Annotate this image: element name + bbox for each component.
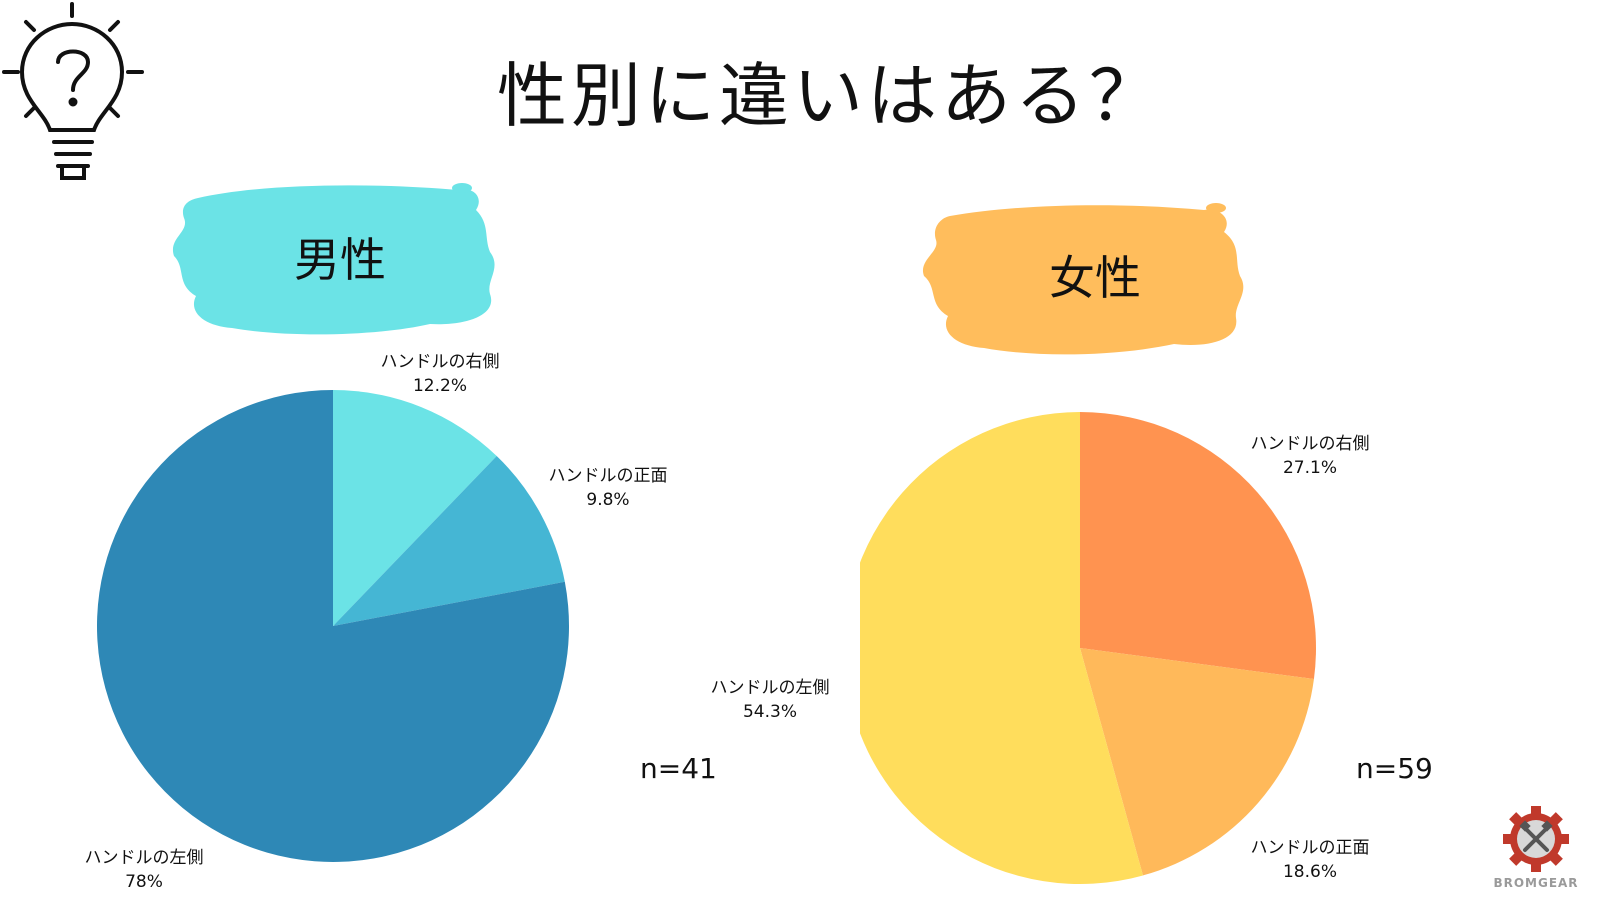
slice-label-text: ハンドルの右側 bbox=[380, 352, 500, 372]
gear-pistons-icon bbox=[1503, 806, 1569, 872]
male-slice-label-left: ハンドルの左側 78% bbox=[85, 846, 204, 894]
slice-label-text: ハンドルの右側 bbox=[1250, 434, 1370, 454]
slice-label-text: ハンドルの正面 bbox=[548, 466, 668, 486]
pie-slice-0 bbox=[333, 390, 497, 626]
page-title: 性別に違いはある？ bbox=[497, 55, 1163, 137]
lightbulb-question-icon bbox=[2, 2, 144, 180]
male-slice-label-front: ハンドルの正面 9.8% bbox=[549, 464, 668, 512]
brush-shape bbox=[922, 205, 1244, 355]
female-slice-label-right: ハンドルの右側 27.1% bbox=[1251, 432, 1370, 480]
slice-label-value: 18.6% bbox=[1282, 862, 1337, 882]
female-group-label: 女性 bbox=[1049, 251, 1141, 305]
brush-dot bbox=[452, 183, 472, 193]
slice-label-value: 54.3% bbox=[742, 702, 797, 722]
pie-slice-2 bbox=[860, 412, 1143, 884]
male-label-brush bbox=[172, 183, 495, 335]
male-slice-label-right: ハンドルの右側 12.2% bbox=[381, 350, 500, 398]
female-slice-label-left: ハンドルの左側 54.3% bbox=[711, 676, 830, 724]
male-group-label: 男性 bbox=[294, 233, 386, 287]
female-label-brush bbox=[922, 203, 1244, 355]
female-pie-chart bbox=[860, 412, 1316, 884]
slice-label-text: ハンドルの左側 bbox=[84, 848, 204, 868]
slice-label-text: ハンドルの左側 bbox=[710, 678, 830, 698]
brush-dot bbox=[1206, 203, 1226, 213]
male-sample-size: n=41 bbox=[640, 752, 717, 785]
brand-logo: BROMGEAR bbox=[1486, 806, 1586, 890]
slice-label-value: 9.8% bbox=[586, 490, 630, 510]
slice-label-value: 78% bbox=[125, 872, 163, 892]
pie-slice-2 bbox=[96, 390, 570, 862]
pie-slice-1 bbox=[333, 456, 565, 626]
slice-label-value: 27.1% bbox=[1282, 458, 1337, 478]
female-sample-size: n=59 bbox=[1356, 752, 1433, 785]
brush-shape bbox=[172, 185, 495, 335]
slice-label-text: ハンドルの正面 bbox=[1250, 838, 1370, 858]
pie-slice-1 bbox=[1080, 648, 1314, 876]
slice-label-value: 12.2% bbox=[412, 376, 467, 396]
pie-slice-0 bbox=[1080, 412, 1316, 680]
male-pie-chart bbox=[96, 390, 570, 862]
female-slice-label-front: ハンドルの正面 18.6% bbox=[1251, 836, 1370, 884]
brand-name: BROMGEAR bbox=[1493, 876, 1579, 890]
